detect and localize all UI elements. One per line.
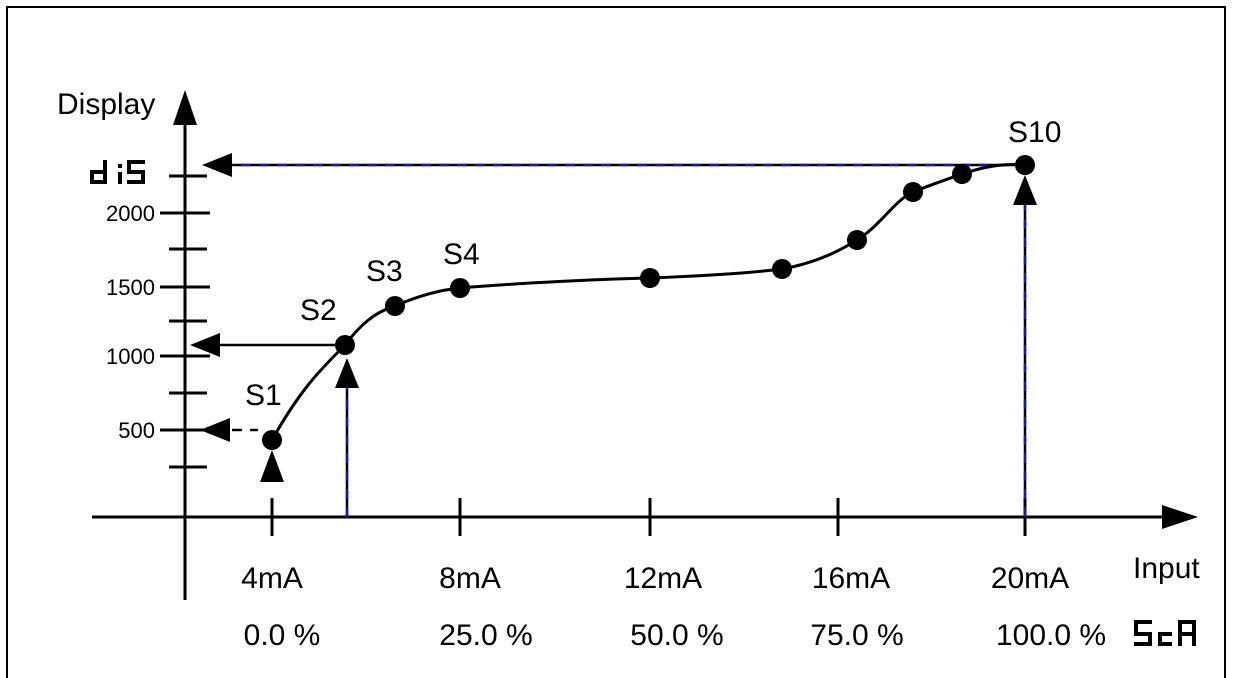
- x-ma-label: 20mA: [991, 562, 1069, 595]
- x-ma-label: 8mA: [439, 562, 501, 595]
- y-axis-title: Display: [57, 88, 155, 121]
- calibration-curve: [272, 165, 1025, 440]
- point-s9: [952, 164, 972, 184]
- s2-input-arrow: [335, 358, 359, 388]
- point-s2: [335, 335, 355, 355]
- x-axis-arrow: [1162, 505, 1198, 529]
- point-s3: [385, 296, 405, 316]
- point-s5: [640, 268, 660, 288]
- s10-display-arrow: [202, 153, 232, 177]
- point-label-s4: S4: [443, 238, 480, 271]
- point-s8: [903, 182, 923, 202]
- y-tick-label: 2000: [106, 201, 155, 226]
- x-ma-label: 12mA: [624, 562, 702, 595]
- x-ma-label: 4mA: [241, 562, 303, 595]
- point-s7: [847, 230, 867, 250]
- s10-input-arrow: [1013, 175, 1037, 205]
- point-s6: [772, 259, 792, 279]
- point-s1: [262, 430, 282, 450]
- calibration-points: [262, 155, 1035, 450]
- y-tick-label: 500: [118, 418, 155, 443]
- x-pct-label: 50.0 %: [630, 619, 723, 652]
- x-pct-label: 75.0 %: [810, 619, 903, 652]
- point-label-s3: S3: [366, 255, 403, 288]
- y-tick-label: 1000: [106, 344, 155, 369]
- x-axis-title: Input: [1133, 552, 1200, 585]
- dis-code-glyph: [90, 160, 145, 184]
- x-pct-label: 25.0 %: [439, 619, 532, 652]
- s2-display-arrow: [190, 333, 220, 357]
- x-pct-label: 0.0 %: [244, 619, 321, 652]
- s1-display-arrow: [200, 418, 230, 442]
- point-s10: [1015, 155, 1035, 175]
- point-label-s10: S10: [1008, 116, 1061, 149]
- x-ma-label: 16mA: [812, 562, 890, 595]
- point-label-s2: S2: [300, 294, 337, 327]
- sca-code-glyph: [1134, 620, 1196, 646]
- y-tick-label: 1500: [106, 275, 155, 300]
- point-label-s1: S1: [245, 379, 282, 412]
- y-axis-arrow: [173, 90, 197, 125]
- x-pct-label: 100.0 %: [996, 619, 1106, 652]
- s1-input-arrow: [260, 450, 284, 482]
- point-s4: [450, 278, 470, 298]
